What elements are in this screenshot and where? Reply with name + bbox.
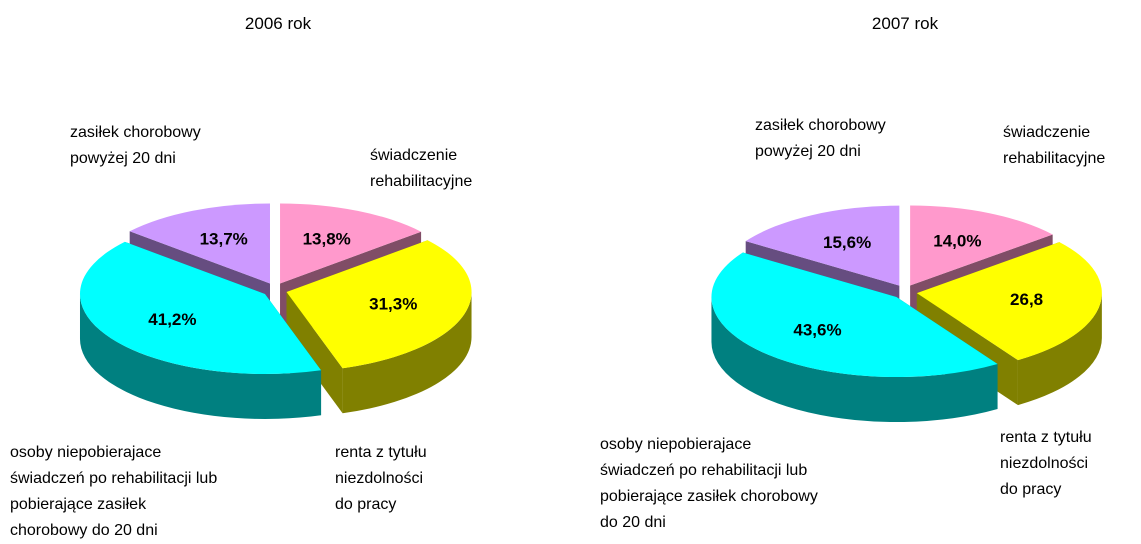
pie-slice <box>79 241 322 419</box>
category-label: renta z tytułu niezdolności do pracy <box>1000 429 1092 498</box>
category-label: zasiłek chorobowy powyżej 20 dni <box>70 124 201 167</box>
category-label: renta z tytułu niezdolności do pracy <box>335 444 427 513</box>
slice-top <box>280 203 422 284</box>
pie-slice <box>711 252 998 423</box>
slice-wall <box>711 297 998 423</box>
category-label: zasiłek chorobowy powyżej 20 dni <box>755 117 886 160</box>
value-label: 43,6% <box>793 320 841 339</box>
chart-title: 2006 rok <box>244 14 312 33</box>
slice-top <box>910 205 1053 286</box>
category-label: osoby niepobierajace świadczeń po rehabi… <box>10 444 218 539</box>
slice-top <box>286 240 472 369</box>
value-label: 41,2% <box>148 310 196 329</box>
value-label: 15,6% <box>823 233 871 252</box>
slice-wall <box>79 293 322 419</box>
slice-top <box>79 241 322 374</box>
value-label: 31,3% <box>369 295 417 314</box>
pie-slice <box>286 240 472 414</box>
value-label: 26,8 <box>1010 290 1043 309</box>
value-label: 13,8% <box>303 229 351 248</box>
chart-title: 2007 rok <box>871 14 939 33</box>
slice-top <box>745 205 900 286</box>
slice-top <box>129 203 270 284</box>
slice-top <box>916 242 1102 361</box>
value-label: 14,0% <box>933 232 981 251</box>
slice-side <box>286 291 343 414</box>
value-label: 13,7% <box>200 229 248 248</box>
category-label: osoby niepobierajace świadczeń po rehabi… <box>600 436 818 531</box>
slice-wall <box>342 291 472 414</box>
slice-top <box>711 252 998 378</box>
category-label: świadczenie rehabilitacyjne <box>370 147 473 190</box>
slice-wall <box>1017 293 1102 406</box>
category-label: świadczenie rehabilitacyjne <box>1003 124 1106 167</box>
